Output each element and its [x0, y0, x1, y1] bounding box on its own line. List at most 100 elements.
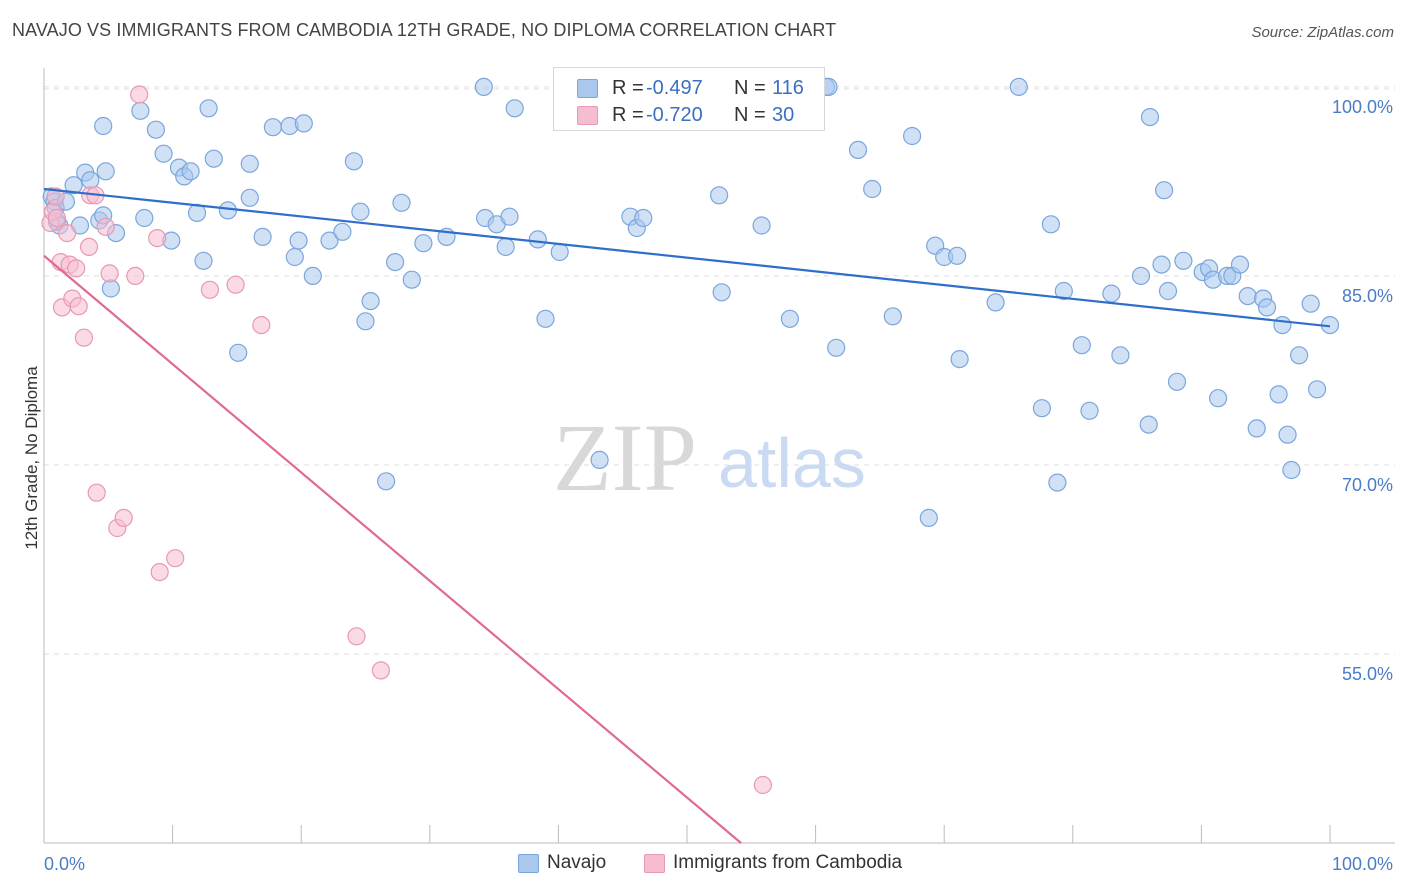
navajo-point — [947, 246, 967, 265]
cambodia-point — [371, 661, 390, 680]
navajo-point — [950, 350, 969, 369]
navajo-point — [240, 188, 259, 207]
legend-swatch-cambodia — [644, 854, 665, 873]
navajo-point — [1208, 389, 1228, 408]
y-tick-label: 85.0% — [1342, 286, 1393, 306]
navajo-point — [131, 101, 150, 120]
navajo-point — [1041, 215, 1061, 234]
navajo-point — [474, 77, 493, 97]
navajo-point — [96, 162, 115, 181]
navajo-point — [146, 120, 165, 139]
cambodia-r-label: R = — [612, 104, 644, 126]
cambodia-point — [148, 229, 167, 248]
navajo-point — [1278, 425, 1297, 444]
navajo-point — [1152, 255, 1171, 274]
cambodia-n-value: 30 — [772, 104, 795, 126]
cambodia-n-label: N = — [734, 104, 766, 126]
cambodia-point — [67, 259, 86, 278]
watermark: ZIP atlas — [553, 404, 866, 511]
navajo-point — [289, 231, 308, 250]
navajo-point — [752, 216, 771, 235]
cambodia-point — [47, 208, 67, 228]
navajo-point — [303, 266, 322, 285]
navajo-point — [294, 114, 313, 133]
navajo-point — [402, 270, 421, 289]
legend-label-navajo: Navajo — [547, 852, 607, 873]
navajo-point — [1102, 284, 1121, 303]
navajo-point — [1048, 473, 1067, 492]
navajo-point — [253, 227, 272, 246]
cambodia-point — [69, 297, 88, 316]
navajo-point — [848, 140, 868, 159]
navajo-point — [1307, 380, 1327, 399]
navajo-point — [1257, 298, 1277, 317]
navajo-point — [263, 118, 282, 137]
watermark-zip: ZIP — [553, 404, 697, 511]
cambodia-point — [126, 266, 145, 285]
cambodia-point — [753, 775, 773, 795]
navajo-point — [392, 193, 411, 212]
cambodia-trend-line — [43, 254, 742, 844]
y-axis-label: 12th Grade, No Diploma — [22, 366, 41, 550]
navajo-point — [154, 144, 173, 163]
navajo-point — [344, 152, 363, 171]
cambodia-point — [100, 264, 119, 283]
navajo-point — [1247, 419, 1266, 438]
cambodia-swatch — [577, 106, 598, 125]
navajo-point — [709, 186, 729, 205]
cambodia-points — [41, 85, 773, 795]
navajo-point — [285, 247, 304, 267]
navajo-point — [827, 338, 846, 357]
navajo-point — [1289, 346, 1309, 365]
trend-lines — [43, 187, 1331, 844]
tick-labels: 100.0% 85.0% 70.0% 55.0% 0.0% 100.0% — [44, 97, 1393, 874]
legend-label-cambodia: Immigrants from Cambodia — [673, 852, 903, 873]
navajo-point — [1282, 460, 1301, 480]
watermark-atlas: atlas — [718, 424, 866, 502]
cambodia-r-value: -0.720 — [646, 104, 703, 126]
cambodia-point — [79, 237, 99, 256]
y-tick-label: 55.0% — [1342, 664, 1393, 684]
navajo-point — [1131, 266, 1151, 285]
navajo-point — [536, 309, 555, 328]
navajo-point — [351, 202, 370, 221]
navajo-point — [863, 179, 882, 199]
navajo-point — [386, 253, 405, 272]
navajo-trend-line — [43, 187, 1331, 328]
cambodia-point — [252, 316, 271, 335]
navajo-point — [1032, 399, 1052, 418]
navajo-point — [1174, 251, 1193, 270]
navajo-point — [377, 472, 396, 491]
navajo-point — [590, 450, 609, 469]
navajo-point — [135, 208, 154, 228]
navajo-point — [902, 126, 922, 146]
cambodia-point — [226, 275, 245, 294]
navajo-point — [414, 234, 433, 253]
cambodia-point — [150, 562, 169, 582]
navajo-point — [1139, 415, 1158, 434]
cambodia-point — [87, 483, 106, 502]
x-tick-label: 100.0% — [1332, 854, 1393, 874]
cambodia-point — [130, 85, 149, 104]
navajo-point — [218, 201, 237, 220]
navajo-point — [1009, 77, 1028, 97]
x-tick-label: 0.0% — [44, 854, 85, 874]
navajo-point — [1072, 336, 1091, 355]
navajo-point — [1238, 287, 1257, 306]
navajo-swatch — [577, 79, 598, 98]
navajo-point — [1111, 346, 1130, 365]
y-tick-label: 100.0% — [1332, 97, 1393, 117]
navajo-point — [986, 293, 1005, 312]
navajo-point — [333, 222, 352, 241]
navajo-n-label: N = — [734, 77, 766, 99]
cambodia-point — [57, 224, 77, 243]
navajo-point — [712, 283, 731, 302]
navajo-point — [780, 309, 800, 328]
navajo-point — [528, 230, 547, 249]
navajo-point — [1301, 294, 1320, 313]
navajo-point — [81, 171, 100, 190]
navajo-point — [361, 292, 380, 311]
navajo-point — [1158, 281, 1178, 301]
navajo-point — [194, 251, 213, 270]
cambodia-point — [347, 627, 366, 646]
